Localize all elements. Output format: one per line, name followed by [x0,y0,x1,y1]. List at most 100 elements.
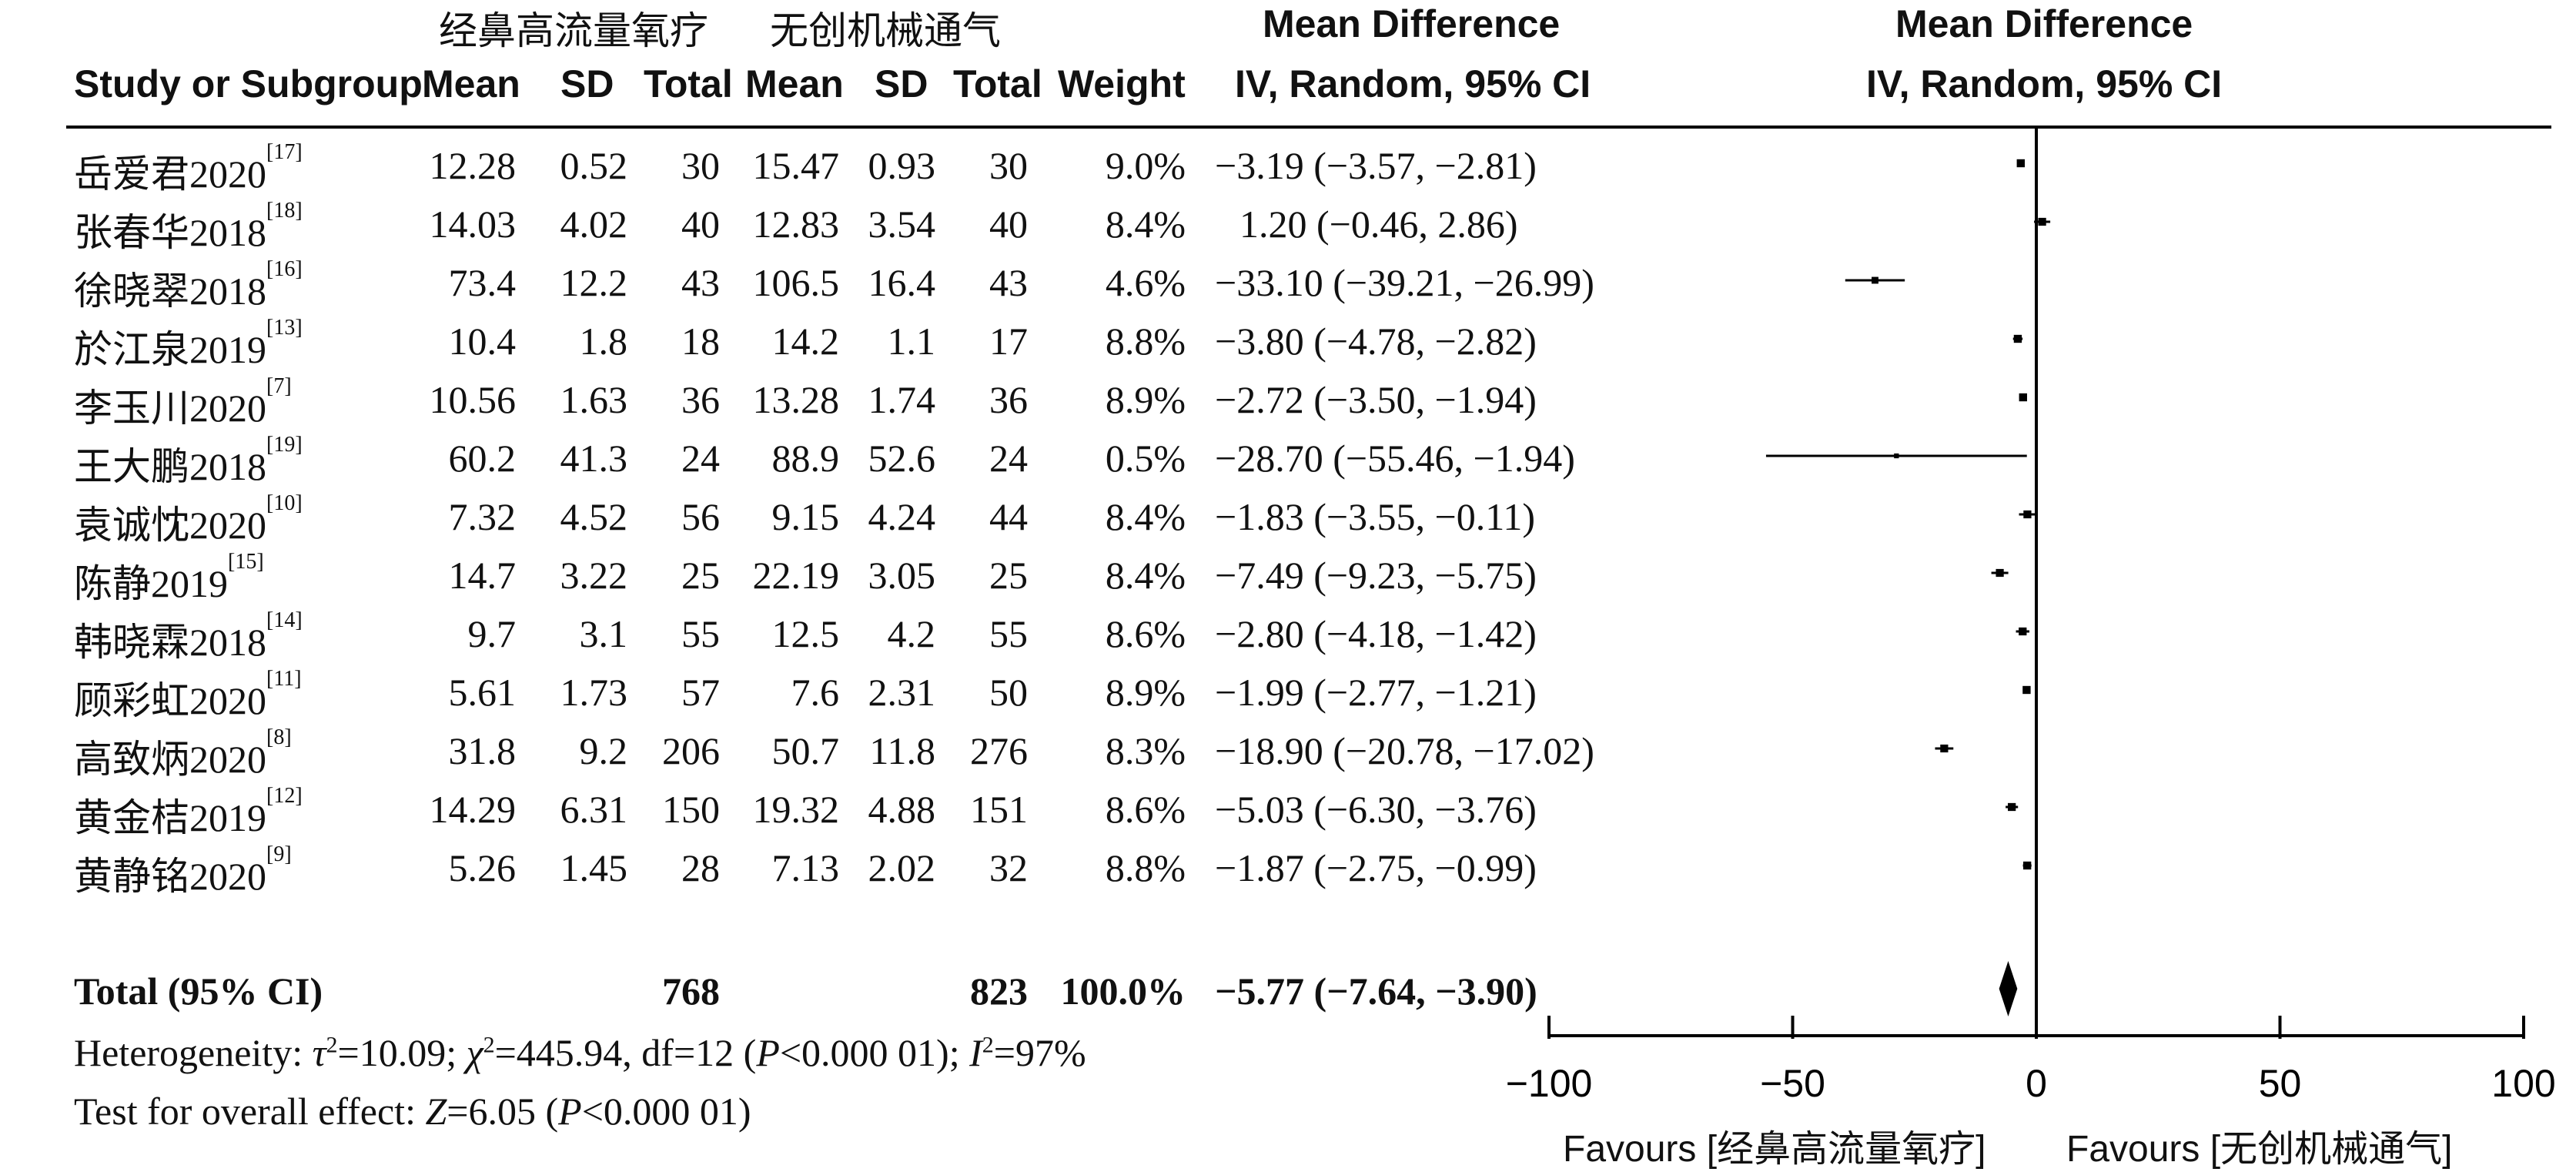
study-ref: [17] [266,140,303,164]
study-name: 张春华2018 [74,211,266,254]
cell-weight: 8.9% [1105,671,1186,714]
cell-weight: 8.8% [1105,320,1186,363]
point-estimate [2038,217,2046,226]
cell-weight: 8.4% [1105,495,1186,538]
study-ref: [18] [266,199,303,223]
cell-sd1: 1.8 [579,320,628,363]
cell-mean2: 88.9 [771,437,840,480]
cell-ci: −1.83 (−3.55, −0.11) [1215,495,1536,538]
cell-mean1: 31.8 [448,729,517,772]
cell-mean1: 5.26 [448,846,517,889]
group1-title: 经鼻高流量氧疗 [439,8,708,53]
cell-mean2: 7.13 [771,846,840,889]
x-tick-label: −50 [1760,1062,1825,1105]
cell-sd2: 16.4 [868,261,936,304]
cell-weight: 4.6% [1105,261,1186,304]
cell-sd2: 1.1 [887,320,936,363]
point-estimate [2019,393,2027,402]
cell-mean1: 7.32 [448,495,517,538]
cell-sd1: 1.63 [560,378,628,421]
study-name: 王大鹏2018 [74,445,266,488]
cell-weight: 8.4% [1105,203,1186,246]
cell-ci: −1.87 (−2.75, −0.99) [1215,846,1537,889]
plot-title: Mean Difference [1895,2,2193,45]
cell-sd1: 3.1 [579,612,628,655]
cell-mean1: 14.7 [448,554,517,597]
cell-sd2: 2.02 [868,846,936,889]
total-weight: 100.0% [1060,969,1186,1013]
cell-ci: −5.03 (−6.30, −3.76) [1215,788,1537,831]
study-ref: [9] [266,842,292,866]
favours-right: Favours [无创机械通气] [2066,1129,2453,1170]
cell-total2: 43 [989,261,1028,304]
cell-sd2: 3.05 [868,554,936,597]
x-tick-label: 50 [2259,1062,2302,1105]
cell-total2: 40 [989,203,1028,246]
cell-total1: 43 [681,261,720,304]
cell-total1: 57 [681,671,720,714]
study-ref: [12] [266,784,303,808]
study-label: 陈静2019[15] [74,550,264,608]
study-label: 王大鹏2018[19] [74,433,303,491]
cell-total1: 206 [662,729,720,772]
study-name: 韩晓霖2018 [74,621,266,664]
total-n2: 823 [970,969,1028,1013]
study-ref: [8] [266,725,292,749]
study-label: 岳爱君2020[17] [74,140,303,199]
cell-sd1: 0.52 [560,144,628,187]
cell-mean1: 10.4 [448,320,517,363]
cell-mean2: 14.2 [771,320,840,363]
cell-mean1: 5.61 [448,671,517,714]
cell-sd1: 6.31 [560,788,628,831]
point-estimate [1894,453,1899,459]
study-ref: [10] [266,491,303,515]
cell-mean2: 106.5 [752,261,840,304]
cell-total2: 36 [989,378,1028,421]
study-name: 顾彩虹2020 [74,679,266,722]
cell-ci: −2.72 (−3.50, −1.94) [1215,378,1537,421]
study-label: 於江泉2019[13] [74,316,303,374]
study-name: 黄金桔2019 [74,796,266,839]
cell-total1: 56 [681,495,720,538]
study-label: 韩晓霖2018[14] [74,608,303,667]
cell-total1: 18 [681,320,720,363]
cell-ci: −18.90 (−20.78, −17.02) [1215,729,1594,772]
cell-total2: 55 [989,612,1028,655]
cell-total1: 55 [681,612,720,655]
cell-mean2: 19.32 [752,788,840,831]
cell-total2: 25 [989,554,1028,597]
cell-ci: −3.19 (−3.57, −2.81) [1215,144,1537,187]
cell-sd2: 3.54 [868,203,936,246]
total-label: Total (95% CI) [74,969,323,1013]
cell-sd1: 4.02 [560,203,628,246]
md-method: IV, Random, 95% CI [1235,62,1591,105]
cell-mean2: 12.83 [752,203,840,246]
cell-sd2: 4.24 [868,495,936,538]
point-estimate [2022,685,2031,695]
point-estimate [1940,744,1949,753]
cell-total1: 28 [681,846,720,889]
col-sd1: SD [560,62,614,105]
cell-sd2: 1.74 [868,378,936,421]
cell-mean2: 22.19 [752,554,840,597]
study-name: 黄静铭2020 [74,855,266,898]
cell-weight: 0.5% [1105,437,1186,480]
col-mean1: Mean [422,62,520,105]
cell-sd2: 52.6 [868,437,936,480]
cell-sd1: 1.45 [560,846,628,889]
x-tick-label: 100 [2491,1062,2555,1105]
study-ref: [7] [266,374,292,398]
study-ref: [15] [228,550,264,574]
study-name: 徐晓翠2018 [74,270,266,313]
cell-mean1: 10.56 [429,378,517,421]
cell-mean1: 73.4 [448,261,517,304]
study-name: 袁诚忱2020 [74,504,266,547]
point-estimate [2023,510,2032,519]
cell-weight: 8.4% [1105,554,1186,597]
cell-mean2: 50.7 [771,729,840,772]
cell-sd2: 0.93 [868,144,936,187]
study-ref: [16] [266,257,303,281]
cell-sd1: 9.2 [579,729,628,772]
cell-total2: 24 [989,437,1028,480]
col-total1: Total [644,62,733,105]
